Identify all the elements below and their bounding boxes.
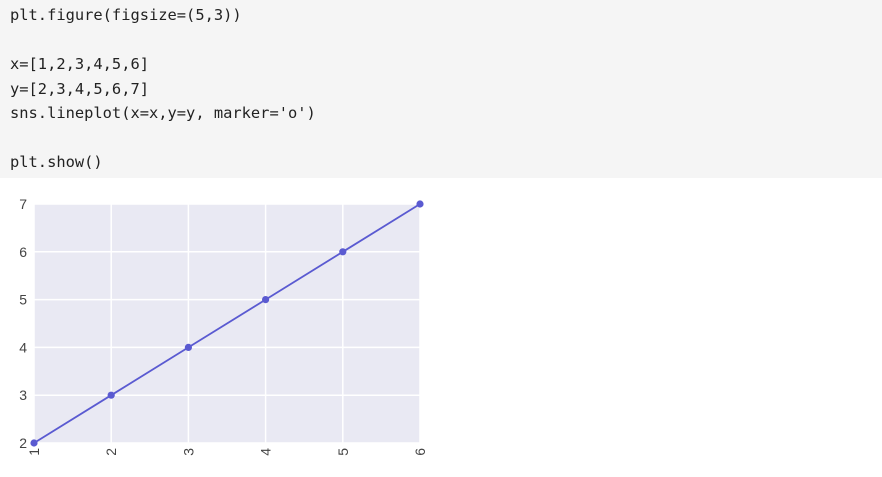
x-axis: 1 2 3 4 5 6	[26, 448, 428, 456]
y-tick-label: 2	[19, 435, 27, 451]
data-point	[184, 343, 192, 351]
code-line	[10, 126, 882, 151]
data-point	[416, 200, 424, 208]
x-tick-label: 3	[180, 448, 196, 456]
code-cell[interactable]: plt.figure(figsize=(5,3)) x=[1,2,3,4,5,6…	[0, 0, 882, 178]
data-point	[30, 439, 38, 447]
code-line	[10, 28, 882, 53]
series-lines	[33, 203, 421, 444]
code-line: sns.lineplot(x=x,y=y, marker='o')	[10, 104, 316, 122]
data-markers	[30, 200, 424, 447]
code-line: y=[2,3,4,5,6,7]	[10, 79, 149, 98]
y-tick-label: 6	[19, 244, 27, 260]
y-tick-label: 7	[19, 196, 27, 212]
code-line: x=[1,2,3,4,5,6]	[10, 55, 149, 73]
code-line: plt.show()	[10, 153, 103, 171]
x-tick-label: 4	[258, 448, 274, 456]
y-tick-label: 5	[19, 292, 27, 308]
code-line: plt.figure(figsize=(5,3))	[10, 6, 242, 24]
y-tick-label: 3	[19, 387, 27, 403]
x-tick-label: 2	[103, 448, 119, 456]
data-point	[339, 248, 347, 256]
x-tick-label: 5	[335, 448, 351, 456]
y-axis: 2 3 4 5 6 7	[19, 196, 27, 451]
x-tick-label: 1	[26, 448, 42, 456]
grid-lines	[33, 203, 421, 444]
data-point	[107, 391, 115, 399]
x-tick-label: 6	[412, 448, 428, 456]
series-line	[33, 203, 421, 444]
data-point	[262, 296, 270, 304]
y-tick-label: 4	[19, 339, 27, 355]
